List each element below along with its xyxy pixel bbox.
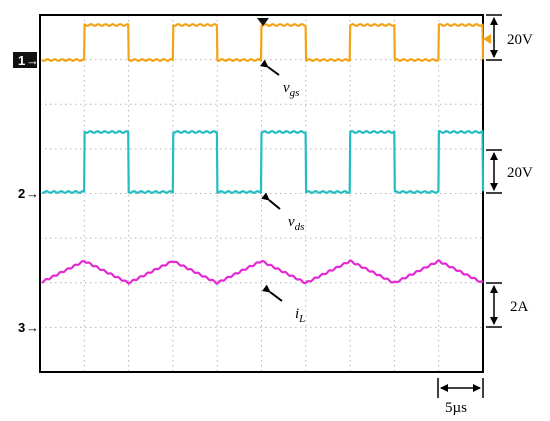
channel-3-marker: 3 → <box>18 320 39 335</box>
annotation-il: iL <box>262 284 305 325</box>
svg-text:3: 3 <box>18 320 25 335</box>
time-scale-bar: 5µs <box>437 378 484 416</box>
scale-bar-ch1: 20V <box>486 14 533 61</box>
scale-label-ch1: 20V <box>507 32 533 48</box>
scale-bar-ch2: 20V <box>486 149 533 194</box>
trigger-marker <box>257 18 269 26</box>
scale-bar-ch3: 2A <box>486 282 529 328</box>
annotation-vgs: vgs <box>259 59 299 99</box>
trace-ch3 <box>41 259 484 285</box>
annotation-vds: vds <box>261 192 304 233</box>
svg-text:→: → <box>26 53 39 68</box>
trace-ch2 <box>41 130 485 194</box>
svg-text:vgs: vgs <box>283 80 299 99</box>
scale-label-ch2: 20V <box>507 165 533 181</box>
channel-2-marker: 2 → <box>18 186 39 201</box>
plot-frame <box>39 14 484 373</box>
channel-1-marker: 1 → <box>13 52 39 68</box>
trigger-level-marker <box>483 34 491 44</box>
svg-text:→: → <box>26 186 39 201</box>
traces <box>41 23 485 285</box>
svg-text:iL: iL <box>295 306 305 325</box>
svg-text:2: 2 <box>18 186 25 201</box>
svg-text:→: → <box>26 320 39 335</box>
scale-label-ch3: 2A <box>510 299 529 315</box>
time-scale-label: 5µs <box>445 400 467 416</box>
svg-text:1: 1 <box>18 53 25 68</box>
trace-ch1 <box>41 23 485 62</box>
svg-text:vds: vds <box>288 214 304 233</box>
